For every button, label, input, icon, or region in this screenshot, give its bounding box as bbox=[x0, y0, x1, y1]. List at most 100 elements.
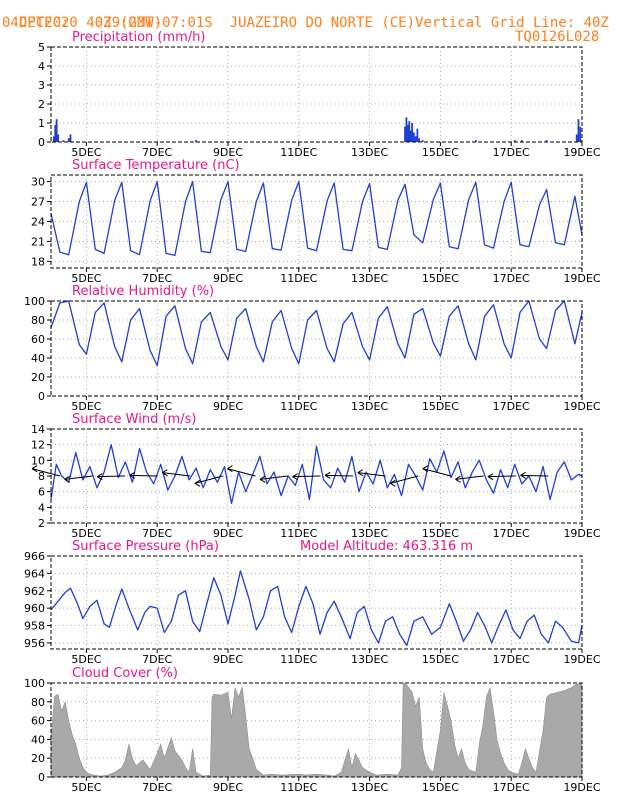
y-tick-label: 80 bbox=[31, 696, 45, 709]
precip-bar bbox=[545, 140, 548, 142]
y-tick-label: 10 bbox=[31, 454, 45, 467]
panel-cloud: 0 20 40 60 80 100 5DEC 7DEC 9DEC 11DEC 13DEC 15DEC 1… bbox=[24, 666, 601, 794]
x-tick-label: 19DEC bbox=[563, 146, 600, 159]
wind-arrow bbox=[194, 475, 223, 484]
y-tick-label: 2 bbox=[38, 98, 45, 111]
panel-temp: 18 21 24 27 30 5DEC 7DEC 9DEC 11DEC 13DEC 15DEC 17D… bbox=[31, 158, 601, 285]
wind-arrow-head bbox=[227, 465, 233, 473]
wind-arrow bbox=[129, 474, 158, 477]
panel-frame bbox=[50, 682, 583, 778]
precip-bar bbox=[575, 134, 578, 142]
x-tick-label: 5DEC bbox=[71, 527, 101, 540]
y-tick-label: 40 bbox=[31, 733, 45, 746]
x-tick-label: 5DEC bbox=[71, 400, 101, 413]
x-tick-label: 19DEC bbox=[563, 527, 600, 540]
precip-bar bbox=[408, 121, 411, 142]
y-tick-label: 958 bbox=[24, 620, 45, 633]
x-tick-label: 13DEC bbox=[351, 781, 388, 794]
rh-title: Relative Humidity (%) bbox=[72, 284, 214, 299]
panel-pres: 956 958 960 962 964 966 5DEC 7DEC 9DEC 11DEC 13DEC… bbox=[24, 539, 601, 666]
grid-note: Vertical Grid Line: 40Z bbox=[415, 15, 609, 31]
x-tick-label: 11DEC bbox=[280, 781, 317, 794]
panel-frame bbox=[50, 555, 583, 650]
x-tick-label: 11DEC bbox=[280, 272, 317, 285]
wind-arrow bbox=[520, 474, 549, 477]
y-tick-label: 956 bbox=[24, 637, 45, 650]
wind-arrow bbox=[162, 472, 191, 477]
y-tick-label: 20 bbox=[31, 371, 45, 384]
precip-bar bbox=[404, 126, 406, 142]
precip-bar bbox=[416, 128, 419, 142]
wind-arrow-head bbox=[390, 479, 396, 487]
x-tick-label: 15DEC bbox=[422, 400, 459, 413]
x-tick-label: 9DEC bbox=[213, 400, 243, 413]
wind-arrow-head bbox=[64, 475, 70, 483]
x-tick-label: 15DEC bbox=[422, 146, 459, 159]
x-tick-label: 15DEC bbox=[422, 653, 459, 666]
x-tick-label: 17DEC bbox=[493, 272, 530, 285]
y-tick-label: 1 bbox=[38, 117, 45, 130]
x-tick-label: 9DEC bbox=[213, 146, 243, 159]
precip-bar bbox=[54, 124, 57, 142]
panel-precip: 0 1 2 3 4 5 5DEC 7DEC 9DEC 11DEC 13DEC 15DEC 17DEC 19… bbox=[38, 30, 601, 159]
wind-arrow-head bbox=[96, 473, 103, 481]
x-tick-label: 5DEC bbox=[71, 781, 101, 794]
x-tick-label: 5DEC bbox=[71, 653, 101, 666]
x-tick-label: 13DEC bbox=[351, 146, 388, 159]
precip-bar bbox=[405, 117, 408, 142]
wind-arrow bbox=[97, 475, 125, 478]
x-tick-label: 15DEC bbox=[422, 272, 459, 285]
y-tick-label: 6 bbox=[38, 486, 45, 499]
wind-arrow bbox=[390, 475, 419, 484]
panel-frame bbox=[50, 174, 583, 269]
rh-line bbox=[50, 300, 583, 367]
wind-arrow-head bbox=[455, 475, 461, 483]
wind-arrow-head bbox=[259, 475, 266, 483]
x-tick-label: 13DEC bbox=[351, 272, 388, 285]
precip-bar bbox=[414, 136, 417, 142]
precip-bar bbox=[52, 136, 55, 142]
wind-arrow-head bbox=[324, 471, 331, 479]
pres-line bbox=[50, 570, 583, 647]
x-tick-label: 19DEC bbox=[563, 400, 600, 413]
wind-arrow-head bbox=[487, 473, 494, 481]
x-tick-label: 17DEC bbox=[493, 400, 530, 413]
x-tick-label: 9DEC bbox=[213, 527, 243, 540]
model-code: TQ0126L028 bbox=[515, 29, 600, 45]
wind-arrow bbox=[259, 475, 288, 480]
y-tick-label: 21 bbox=[31, 235, 45, 248]
location-name: JUAZEIRO DO NORTE (CE) bbox=[229, 15, 416, 31]
wind-arrow-head bbox=[520, 471, 526, 479]
y-tick-label: 24 bbox=[31, 216, 45, 229]
y-tick-label: 30 bbox=[31, 176, 45, 189]
panel-frame bbox=[50, 300, 583, 397]
x-tick-label: 11DEC bbox=[280, 527, 317, 540]
wind-line bbox=[50, 444, 583, 505]
source-label: CPTEC: bbox=[18, 15, 70, 31]
x-tick-label: 13DEC bbox=[351, 653, 388, 666]
y-tick-label: 0 bbox=[38, 390, 45, 403]
precip-bar bbox=[55, 119, 58, 142]
x-tick-label: 13DEC bbox=[351, 527, 388, 540]
precip-bar bbox=[577, 119, 580, 142]
precip-bar bbox=[62, 140, 65, 142]
panel-frame bbox=[50, 46, 583, 143]
wind-arrow-head bbox=[357, 469, 363, 477]
wind-arrow-head bbox=[31, 465, 38, 473]
precip-bar bbox=[406, 124, 409, 142]
x-tick-label: 19DEC bbox=[563, 781, 600, 794]
precip-bar bbox=[409, 130, 412, 142]
wind-arrow bbox=[227, 468, 256, 477]
y-tick-label: 12 bbox=[31, 439, 45, 452]
y-tick-label: 8 bbox=[38, 470, 45, 483]
x-tick-label: 15DEC bbox=[422, 527, 459, 540]
x-tick-label: 7DEC bbox=[142, 781, 172, 794]
precip-bar bbox=[411, 123, 413, 142]
y-tick-label: 3 bbox=[38, 79, 45, 92]
altitude-annotation: Model Altitude: 463.316 m bbox=[300, 539, 473, 554]
precip-bar bbox=[67, 138, 70, 142]
wind-arrow bbox=[487, 475, 516, 478]
wind-arrow bbox=[64, 475, 93, 480]
wind-arrow-head bbox=[422, 465, 429, 473]
